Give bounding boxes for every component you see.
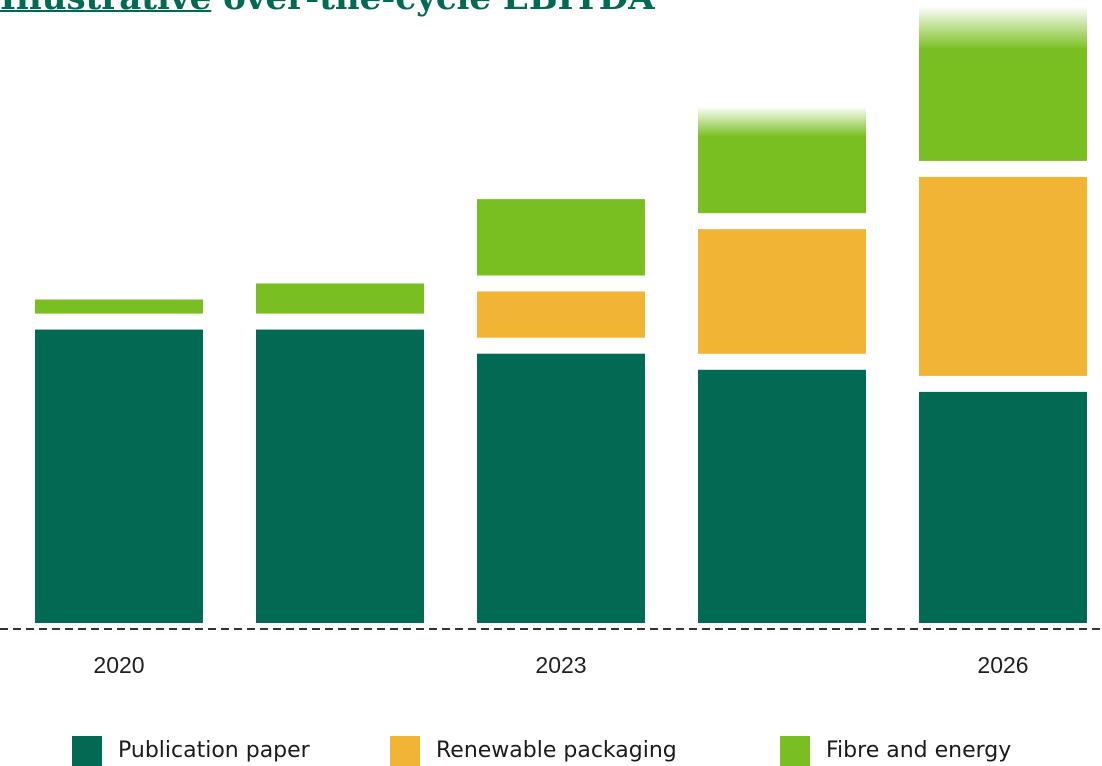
bar-fibre-and-energy-5 — [919, 6, 1087, 161]
x-tick-label-2023: 2023 — [535, 652, 586, 678]
chart-title-rest: over-the-cycle EBITDA — [211, 0, 655, 18]
bar-publication-paper-3 — [477, 353, 645, 623]
legend-swatch-renewable-packaging — [390, 736, 420, 766]
bar-publication-paper-1 — [35, 329, 203, 623]
bar-fibre-and-energy-4 — [698, 106, 866, 214]
legend: Publication paper Renewable packaging Fi… — [0, 736, 1102, 766]
legend-label-fibre-and-energy: Fibre and energy — [826, 738, 1012, 763]
legend-item-fibre-and-energy: Fibre and energy — [780, 736, 1011, 766]
bar-renewable-packaging-4 — [698, 229, 866, 354]
legend-swatch-publication-paper — [72, 736, 102, 766]
x-tick-labels: 2020 2023 2026 — [93, 652, 1028, 678]
bar-fibre-and-energy-1 — [35, 299, 203, 314]
bar-publication-paper-2 — [256, 329, 424, 623]
legend-item-publication-paper: Publication paper — [72, 736, 310, 766]
bar-renewable-packaging-5 — [919, 176, 1087, 376]
legend-item-renewable-packaging: Renewable packaging — [390, 736, 677, 766]
bars-group — [35, 6, 1087, 623]
x-tick-label-2020: 2020 — [93, 652, 144, 678]
chart-title: Illustrative over-the-cycle EBITDA — [0, 0, 655, 18]
bar-renewable-packaging-3 — [477, 291, 645, 338]
stacked-bar-chart: 2020 2023 2026 — [0, 6, 1102, 678]
bar-fibre-and-energy-3 — [477, 199, 645, 276]
legend-label-publication-paper: Publication paper — [118, 738, 310, 763]
legend-label-renewable-packaging: Renewable packaging — [436, 738, 677, 763]
bar-publication-paper-5 — [919, 391, 1087, 623]
x-tick-label-2026: 2026 — [977, 652, 1028, 678]
chart-title-lead: Illustrative — [0, 0, 211, 18]
legend-swatch-fibre-and-energy — [780, 736, 810, 766]
bar-publication-paper-4 — [698, 369, 866, 623]
bar-fibre-and-energy-2 — [256, 283, 424, 314]
